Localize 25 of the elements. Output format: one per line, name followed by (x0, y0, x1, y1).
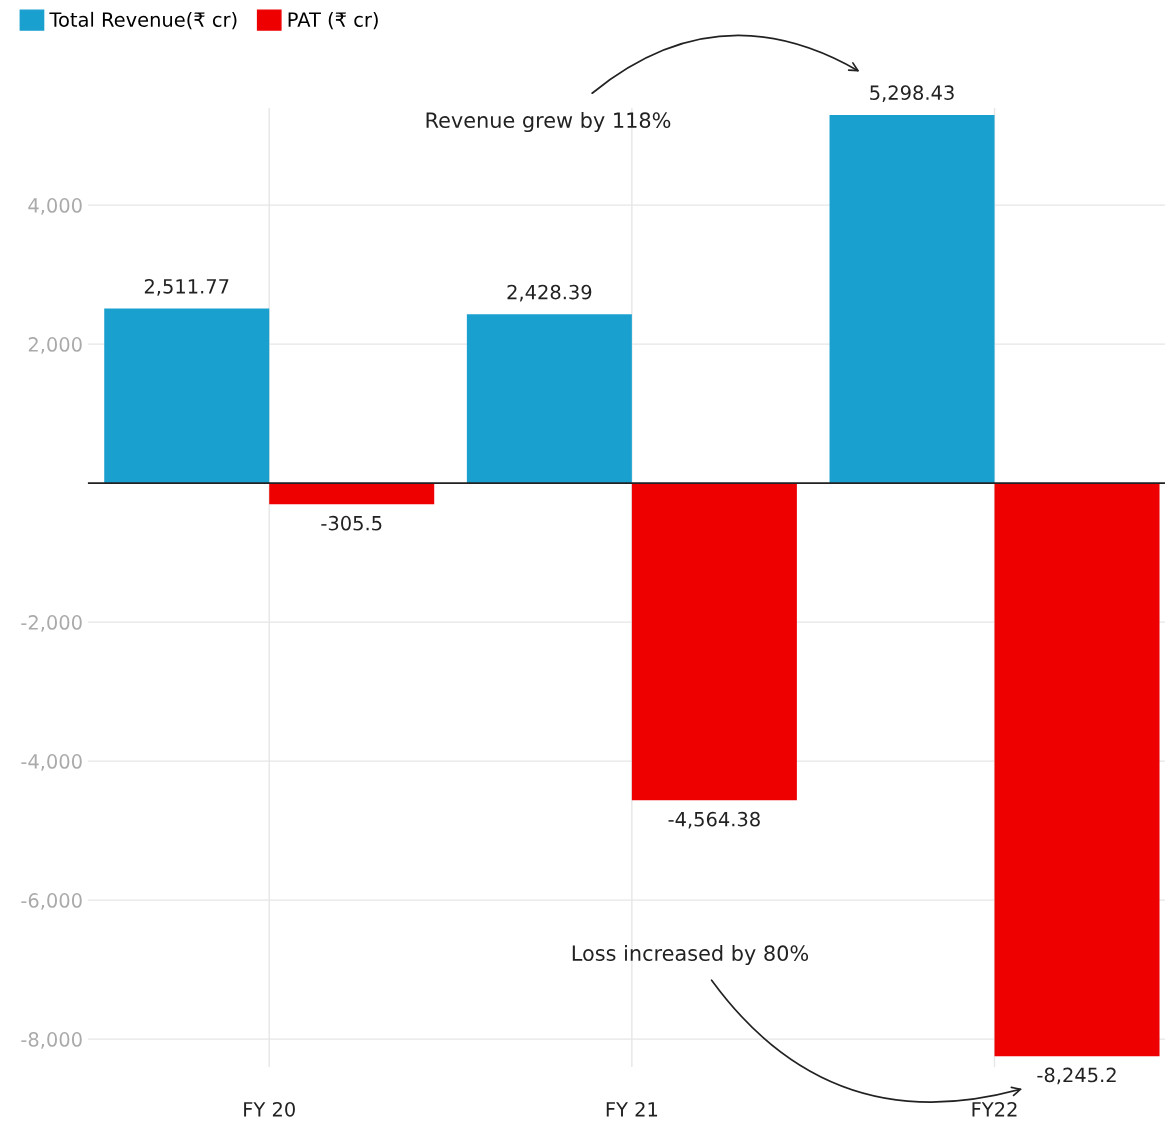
annotation: Revenue grew by 118% (426, 111, 671, 133)
y-tick-label: 4,000 (28, 198, 82, 215)
x-tick-label: FY 21 (606, 1101, 658, 1117)
x-tick-label: FY 20 (244, 1101, 295, 1117)
data-label: 2,511.77 (144, 278, 229, 296)
annotation: Loss increased by 80% (572, 944, 809, 966)
y-tick-label: -6,000 (21, 893, 82, 910)
y-tick-label: -2,000 (21, 615, 82, 632)
y-tick-label: 2,000 (28, 337, 82, 354)
legend-label: PAT (₹ cr) (288, 11, 378, 30)
data-label: -305.5 (321, 515, 382, 531)
data-label: 5,298.43 (870, 85, 954, 102)
legend-label: Total Revenue(₹ cr) (49, 11, 237, 30)
y-tick-label: -4,000 (21, 754, 82, 771)
data-label: -4,564.38 (668, 811, 760, 829)
data-label: 2,428.39 (507, 284, 592, 302)
y-tick-label: -8,000 (21, 1032, 82, 1049)
bar (631, 483, 797, 801)
x-tick-label: FY22 (972, 1101, 1017, 1117)
bar (104, 308, 270, 484)
data-label: -8,245.2 (1037, 1067, 1116, 1085)
bar (466, 314, 632, 484)
bar (269, 483, 435, 505)
bar (829, 114, 995, 484)
bar (994, 483, 1160, 1057)
